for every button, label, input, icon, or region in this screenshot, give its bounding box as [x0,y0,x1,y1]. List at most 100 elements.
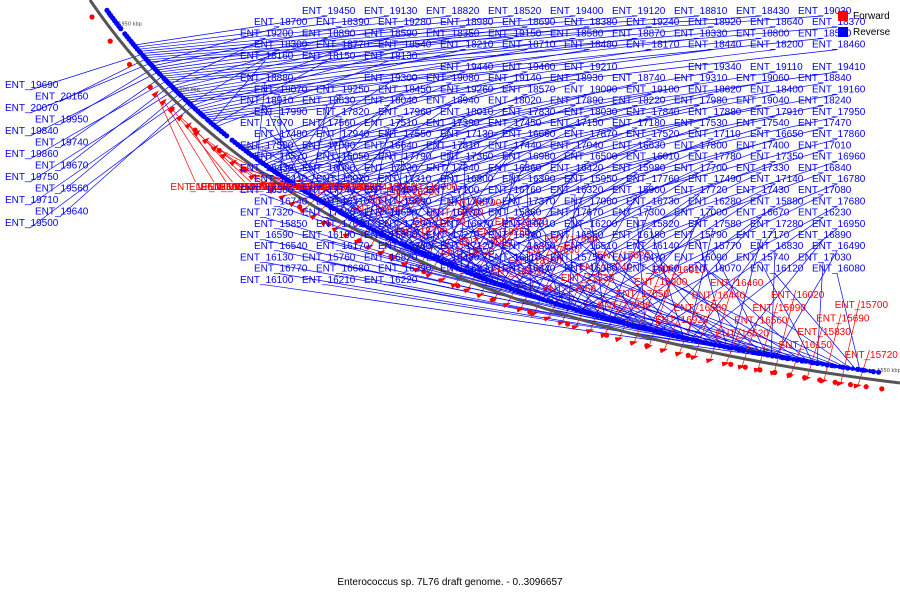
label-connector [435,150,576,260]
label-connector [137,15,452,50]
gene-label: ENT_16070 [688,264,742,275]
label-connector [191,49,342,107]
reverse-gene-mark [540,296,546,303]
gene-label: ENT_19370 [220,182,274,193]
gene-label: ENT_18390 [316,17,370,28]
gene-label: ENT_17400 [736,140,790,151]
gene-label: ENT_19010 [201,182,255,193]
gene-label: ENT_18540 [378,40,432,51]
gene-label: ENT_17140 [750,174,804,185]
gene-label: ENT_16180 [612,230,666,241]
forward-gene-mark [685,352,691,358]
gene-label: ENT_18620 [688,84,742,95]
gene-label: ENT_19460 [502,62,556,73]
gene-label: ENT_19140 [488,73,542,84]
reverse-gene-mark [544,298,550,304]
gene-label: ENT_16390 [502,174,556,185]
gene-label: ENT_17840 [626,107,680,118]
label-connector [155,93,196,183]
gene-label: ENT_16140 [626,241,680,252]
label-connector [496,172,514,284]
gene-label: ENT_18060 [363,182,417,193]
gene-label: ENT_18870 [612,28,666,39]
label-connector [187,38,824,103]
label-connector [388,284,873,372]
legend-reverse: Reverse [838,24,890,40]
label-connector [173,38,390,89]
gene-label: ENT_16340 [502,264,556,275]
gene-label: ENT_17170 [736,230,790,241]
gene-label: ENT_18740 [612,73,666,84]
reverse-gene-mark [548,299,554,305]
forward-gene-mark [644,343,650,349]
gene-label: ENT_19690 [5,80,59,91]
label-connector [526,206,602,318]
gene-label: ENT_16200 [564,219,618,230]
reverse-gene-mark [524,291,530,297]
gene-label: ENT_18120 [309,182,363,193]
gene-label: ENT_15890 [378,196,432,207]
gene-label: ENT_18880 [240,73,294,84]
gene-label: ENT_17000 [674,208,728,219]
forward-gene-arrow [557,321,566,326]
reverse-gene-mark [657,329,663,335]
label-connector [29,80,167,160]
label-connector [460,161,466,270]
reverse-gene-mark [630,323,636,329]
forward-gene-mark [455,283,461,289]
gene-label: ENT_18480 [564,40,618,51]
gene-label: ENT_17500 [240,140,294,151]
reverse-gene-mark [770,353,776,359]
label-connector [202,49,652,116]
reverse-gene-mark [799,358,805,364]
forward-gene-mark [802,375,808,381]
label-connector [189,49,280,105]
reverse-gene-mark [468,271,475,277]
gene-label: ENT_18220 [612,96,666,107]
gene-label: ENT_19240 [626,17,680,28]
label-connector [161,26,652,77]
label-connector [356,116,776,222]
forward-gene-arrow [320,220,329,227]
gene-label: ENT_18810 [674,6,728,17]
gene-label: ENT_19150 [488,28,542,39]
reverse-gene-mark [492,280,498,286]
reverse-gene-mark [557,302,563,308]
gene-label: ENT_18610 [253,182,307,193]
label-connector [757,302,778,370]
gene-label: ENT_16220 [364,275,418,286]
gene-label: ENT_17920 [368,196,422,207]
reverse-gene-mark [750,349,756,355]
forward-gene-arrow [377,250,386,257]
label-connector [283,181,332,197]
label-connector [326,105,700,205]
reverse-gene-mark [845,365,851,371]
gene-label: ENT_17520 [626,129,680,140]
label-connector [381,127,700,235]
label-connector [297,94,652,187]
label-connector [619,206,838,323]
gene-label: ENT_17240 [579,262,633,273]
gene-label: ENT_19670 [35,161,89,172]
gene-label: ENT_17800 [674,140,728,151]
label-connector [261,82,390,163]
label-connector [154,26,404,69]
label-connector [340,161,456,268]
gene-label: ENT_16770 [254,264,308,275]
forward-gene-arrow [258,180,267,188]
label-connector [760,262,814,363]
reverse-gene-mark [824,362,830,368]
gene-label: ENT_17830 [502,107,556,118]
gene-label: ENT_18150 [302,51,356,62]
label-connector [169,38,266,85]
label-connector [477,161,776,277]
forward-gene-mark [863,384,869,390]
forward-gene-arrow [229,159,238,167]
reverse-gene-mark [721,344,728,350]
reverse-gene-mark [578,308,584,314]
label-connector [506,172,700,288]
forward-gene-mark [757,367,763,373]
label-connector [264,127,363,225]
gene-label: ENT_16060 [626,264,680,275]
forward-gene-arrow [184,122,192,130]
